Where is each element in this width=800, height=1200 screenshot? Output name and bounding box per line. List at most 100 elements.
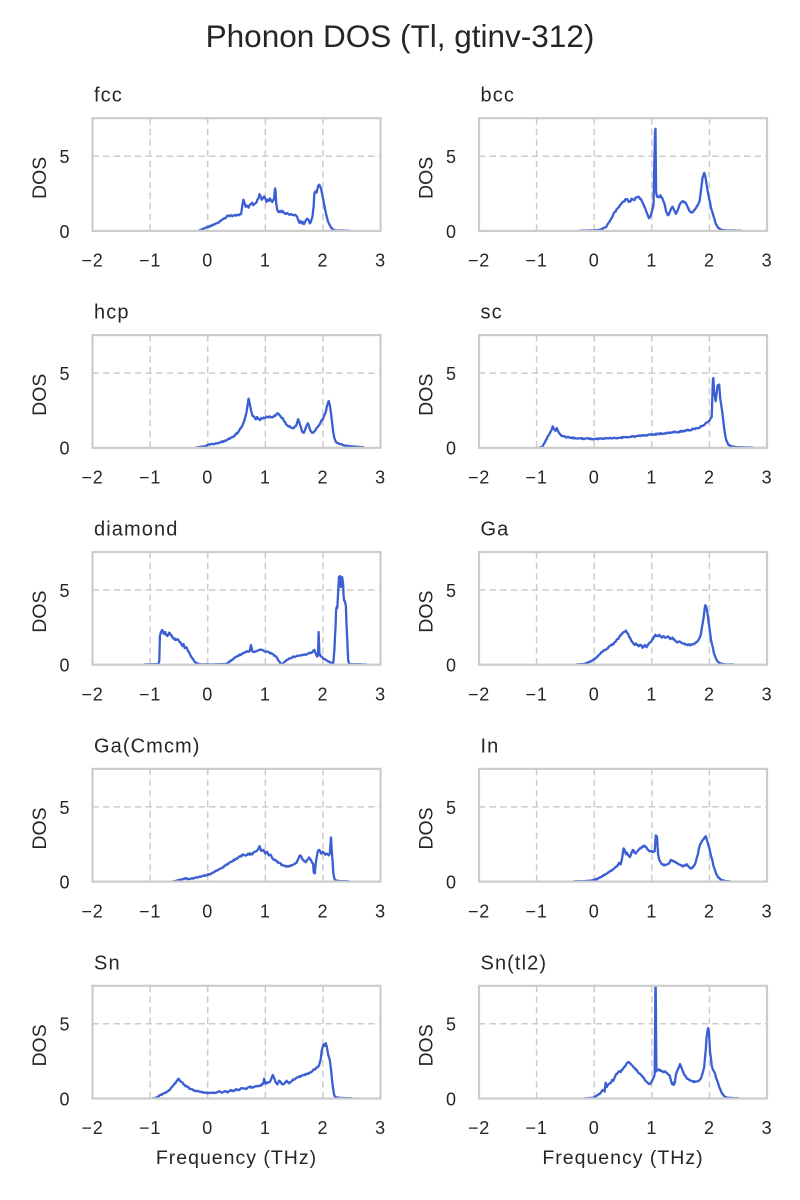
svg-text:2: 2 [704,468,715,488]
svg-text:−1: −1 [139,901,161,921]
svg-text:sc: sc [481,302,503,324]
svg-text:−2: −2 [468,684,490,704]
svg-text:1: 1 [260,468,271,488]
svg-text:−1: −1 [526,468,548,488]
svg-text:−2: −2 [468,901,490,921]
svg-text:0: 0 [589,251,600,271]
svg-text:5: 5 [446,147,456,167]
svg-text:−1: −1 [139,1118,161,1138]
svg-text:0: 0 [202,684,213,704]
svg-text:3: 3 [375,1118,386,1138]
svg-text:0: 0 [59,656,69,676]
svg-text:2: 2 [317,901,328,921]
svg-text:0: 0 [59,1089,69,1109]
svg-text:−1: −1 [139,251,161,271]
svg-text:2: 2 [317,1118,328,1138]
svg-text:5: 5 [59,1015,69,1035]
svg-text:diamond: diamond [94,519,178,541]
svg-text:3: 3 [375,684,386,704]
svg-text:In: In [481,735,500,757]
svg-text:5: 5 [446,364,456,384]
svg-text:−2: −2 [468,468,490,488]
svg-text:−2: −2 [81,901,103,921]
svg-text:2: 2 [317,251,328,271]
svg-text:5: 5 [446,1015,456,1035]
svg-text:3: 3 [375,901,386,921]
svg-text:3: 3 [762,684,773,704]
svg-text:fcc: fcc [94,85,123,107]
svg-text:0: 0 [446,1089,456,1109]
svg-text:DOS: DOS [29,1024,51,1066]
svg-text:0: 0 [59,222,69,242]
svg-text:−2: −2 [81,468,103,488]
svg-text:0: 0 [59,873,69,893]
svg-text:3: 3 [762,1118,773,1138]
svg-text:1: 1 [646,684,657,704]
svg-text:2: 2 [317,684,328,704]
svg-text:0: 0 [446,439,456,459]
svg-text:−2: −2 [468,251,490,271]
svg-text:2: 2 [704,901,715,921]
svg-text:3: 3 [375,251,386,271]
svg-text:2: 2 [317,468,328,488]
svg-text:0: 0 [202,901,213,921]
svg-text:DOS: DOS [415,374,437,416]
svg-text:−1: −1 [526,901,548,921]
svg-text:1: 1 [646,251,657,271]
svg-text:DOS: DOS [415,590,437,632]
svg-text:−1: −1 [139,468,161,488]
svg-text:5: 5 [446,581,456,601]
svg-text:1: 1 [646,468,657,488]
svg-text:0: 0 [59,439,69,459]
svg-text:5: 5 [59,798,69,818]
svg-text:0: 0 [446,873,456,893]
svg-text:Frequency (THz): Frequency (THz) [156,1147,317,1169]
svg-text:Ga(Cmcm): Ga(Cmcm) [94,735,201,757]
svg-text:3: 3 [762,468,773,488]
svg-text:−1: −1 [526,1118,548,1138]
svg-text:1: 1 [260,251,271,271]
svg-text:0: 0 [589,468,600,488]
svg-text:Frequency (THz): Frequency (THz) [542,1147,703,1169]
svg-text:1: 1 [260,1118,271,1138]
svg-text:0: 0 [202,1118,213,1138]
svg-text:0: 0 [446,656,456,676]
svg-text:1: 1 [646,1118,657,1138]
svg-text:0: 0 [589,901,600,921]
svg-text:5: 5 [446,798,456,818]
svg-text:3: 3 [762,901,773,921]
svg-text:0: 0 [202,468,213,488]
svg-text:2: 2 [704,684,715,704]
svg-text:−2: −2 [81,1118,103,1138]
svg-text:Phonon DOS (Tl, gtinv-312): Phonon DOS (Tl, gtinv-312) [206,18,595,54]
svg-text:0: 0 [202,251,213,271]
svg-text:1: 1 [646,901,657,921]
svg-text:DOS: DOS [29,590,51,632]
svg-text:DOS: DOS [415,807,437,849]
svg-text:2: 2 [704,1118,715,1138]
svg-text:−1: −1 [526,251,548,271]
svg-text:DOS: DOS [415,157,437,199]
svg-text:DOS: DOS [29,157,51,199]
svg-text:DOS: DOS [415,1024,437,1066]
svg-text:−2: −2 [468,1118,490,1138]
svg-text:0: 0 [589,684,600,704]
svg-text:−2: −2 [81,684,103,704]
svg-text:−1: −1 [526,684,548,704]
svg-text:DOS: DOS [29,374,51,416]
svg-text:bcc: bcc [481,85,515,107]
svg-text:hcp: hcp [94,302,130,324]
svg-text:5: 5 [59,581,69,601]
svg-text:1: 1 [260,684,271,704]
svg-text:1: 1 [260,901,271,921]
svg-text:0: 0 [446,222,456,242]
svg-text:5: 5 [59,147,69,167]
svg-text:3: 3 [375,468,386,488]
svg-text:−2: −2 [81,251,103,271]
svg-text:Sn: Sn [94,952,121,974]
svg-text:0: 0 [589,1118,600,1138]
svg-text:DOS: DOS [29,807,51,849]
svg-text:2: 2 [704,251,715,271]
svg-text:Sn(tl2): Sn(tl2) [481,952,548,974]
svg-text:5: 5 [59,364,69,384]
